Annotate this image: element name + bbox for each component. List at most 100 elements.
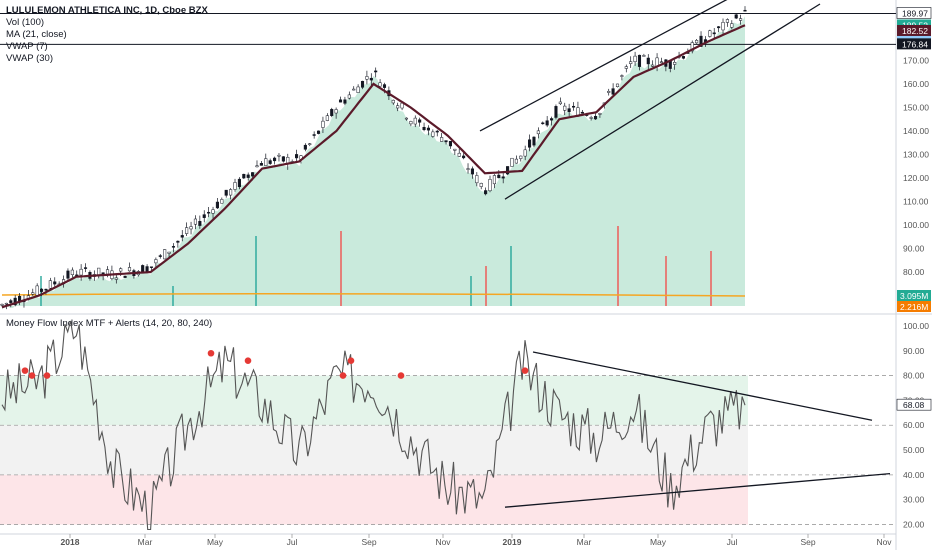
mfi-alert-dot-3 [207,349,215,357]
candle-body-108 [475,175,479,184]
candle-body-161 [708,30,712,37]
candle-body-99 [435,130,439,133]
candle-body-158 [695,40,699,44]
candle-body-103 [453,148,457,151]
oscillator-title[interactable]: Money Flow Index MTF + Alerts (14, 20, 8… [6,318,213,329]
mfi-tick-20: 20.00 [903,520,925,530]
candle-body-141 [620,75,624,77]
time-tick-2019: 2019 [503,537,522,547]
candle-body-41 [180,235,184,238]
candle-body-47 [207,211,211,214]
mfi-resistance-line [532,351,873,421]
volume-spike-1 [172,286,174,306]
candle-body-53 [233,182,237,190]
candle-body-115 [506,166,510,175]
candle-body-97 [426,127,431,131]
channel-upper-line [479,0,728,132]
candle-body-34 [149,266,154,269]
candle-body-129 [567,108,571,112]
study-vol[interactable]: Vol (100) [6,17,45,28]
volume-spike-4 [470,276,472,306]
price-badge-label-5: 176.84 [902,39,928,49]
candle-body-112 [492,175,496,185]
candle-body-2 [9,300,13,303]
volume-spike-6 [510,246,512,306]
price-tick-100: 100.00 [903,220,929,230]
candle-body-59 [259,163,263,166]
price-badge-label-3: 182.52 [902,26,928,36]
candle-body-57 [251,172,255,177]
candle-body-79 [347,94,351,99]
candle-body-106 [466,168,470,170]
candle-body-64 [281,156,285,162]
candle-body-27 [119,268,123,272]
candle-body-8 [35,285,39,296]
candle-body-3 [13,297,17,306]
study-ma[interactable]: MA (21, close) [6,29,67,40]
study-vwap-30[interactable]: VWAP (30) [6,53,53,64]
candle-body-48 [211,209,215,214]
candle-body-67 [295,154,299,159]
mfi-mid-zone [0,425,748,475]
mfi-tick-40: 40.00 [903,470,925,480]
candle-body-83 [365,76,369,80]
candle-body-145 [637,54,642,67]
candle-body-166 [730,23,734,28]
candle-body-19 [83,267,88,269]
candle-body-37 [163,249,167,260]
candle-body-42 [185,227,189,234]
candle-body-139 [611,88,615,95]
time-tick-Mar: Mar [138,537,153,547]
time-tick-Sep: Sep [800,537,815,547]
candle-body-162 [712,32,716,35]
candle-body-71 [312,134,316,136]
mfi-tick-100: 100.00 [903,321,929,331]
study-vwap-7[interactable]: VWAP (7) [6,41,48,52]
candle-body-104 [457,152,461,157]
candle-body-122 [536,130,540,135]
candle-body-157 [690,42,694,52]
candle-body-74 [325,115,329,121]
candle-body-153 [673,62,677,65]
mfi-support-line [504,473,891,508]
time-tick-Nov: Nov [435,537,451,547]
candle-body-134 [589,117,593,119]
candle-body-44 [193,218,197,225]
candle-body-40 [176,240,180,243]
candle-body-117 [514,158,518,164]
mfi-tick-30: 30.00 [903,495,925,505]
mfi-alert-dot-2 [43,372,51,379]
time-tick-Nov: Nov [876,537,892,547]
mfi-alert-dot-8 [521,367,529,374]
candle-body-150 [659,61,664,64]
candle-body-15 [66,270,70,279]
price-tick-130: 130.00 [903,149,929,159]
candle-body-159 [699,35,703,47]
candle-body-81 [356,86,360,93]
candle-body-56 [246,174,250,178]
candle-body-123 [541,122,545,125]
candle-body-143 [629,61,633,64]
mfi-alert-dot-5 [339,372,347,379]
candle-body-135 [593,115,598,120]
candle-body-35 [154,259,158,264]
chart-legend: LULULEMON ATHLETICA INC, 1D, Cboe BZX Vo… [6,5,208,65]
candle-body-146 [642,55,646,57]
channel-lower-line [504,3,821,200]
candle-body-69 [303,144,307,150]
candle-body-11 [48,280,52,289]
candle-body-92 [404,117,409,120]
time-tick-2018: 2018 [61,537,80,547]
candle-body-163 [717,26,721,29]
candle-body-124 [545,120,549,126]
price-tick-160: 160.00 [903,79,929,89]
time-tick-Mar: Mar [577,537,592,547]
candle-body-76 [334,109,338,114]
candle-body-85 [374,70,378,73]
volume-area [2,16,745,310]
candle-body-1 [4,302,8,305]
mfi-line [1,320,746,531]
candle-body-114 [501,176,505,179]
candle-body-121 [532,136,536,146]
